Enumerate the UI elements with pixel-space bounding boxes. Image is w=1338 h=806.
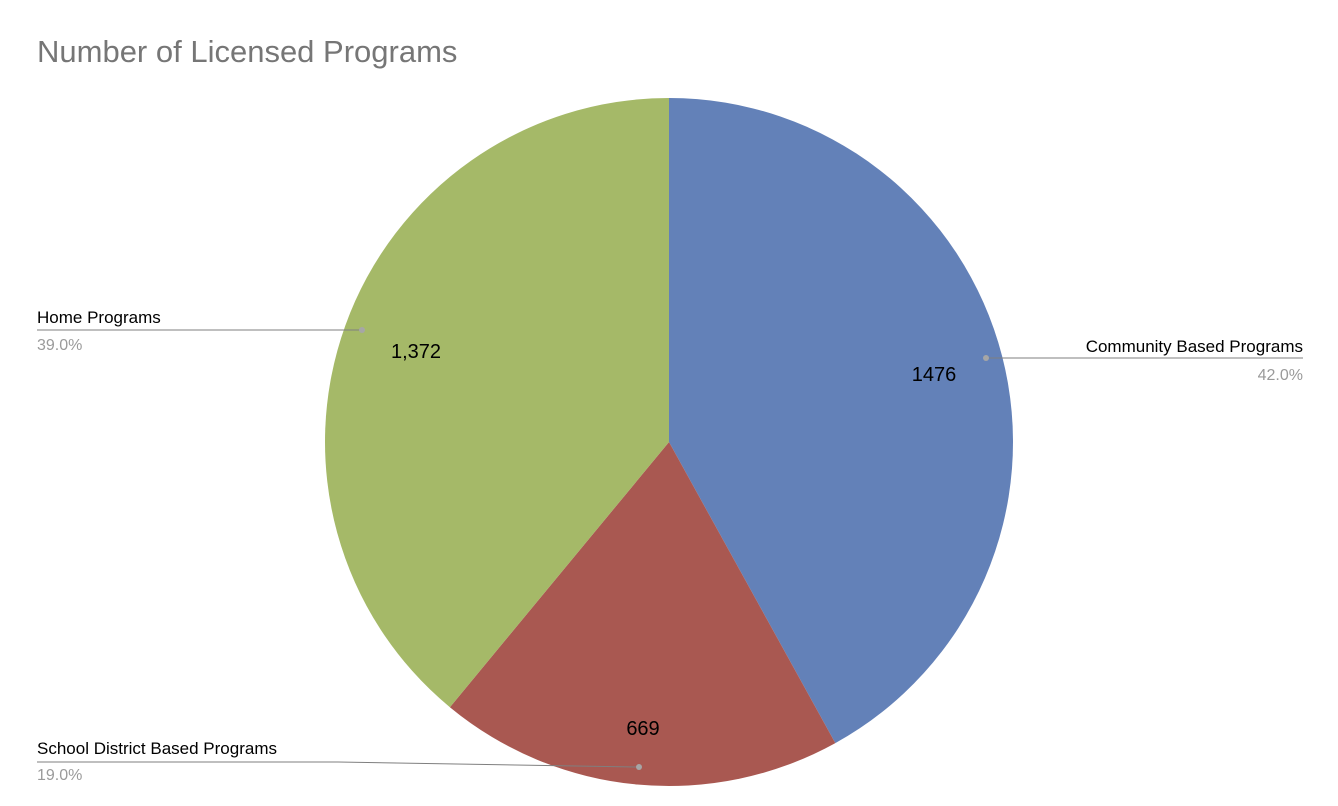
category-label-community: Community Based Programs bbox=[1086, 337, 1303, 356]
category-label-school: School District Based Programs bbox=[37, 739, 277, 758]
leader-dot-home bbox=[359, 327, 365, 333]
pie-slice-school bbox=[449, 442, 836, 787]
percent-label-community: 42.0% bbox=[1258, 367, 1303, 384]
pie-labels: 1476 Community Based Programs 42.0% 669 Scho… bbox=[37, 308, 1303, 784]
leader-line-school bbox=[37, 761, 640, 768]
data-label-school: 669 bbox=[626, 718, 659, 740]
chart-title: Number of Licensed Programs bbox=[37, 34, 457, 69]
leader-dot-community bbox=[983, 355, 989, 361]
pie-slices bbox=[325, 98, 1014, 787]
leader-dot-school bbox=[636, 764, 642, 770]
pie-slice-community bbox=[669, 98, 1014, 744]
category-label-home: Home Programs bbox=[37, 308, 161, 327]
data-label-community: 1476 bbox=[912, 364, 957, 386]
pie-slice-home bbox=[325, 98, 669, 708]
percent-label-home: 39.0% bbox=[37, 337, 82, 354]
percent-label-school: 19.0% bbox=[37, 767, 82, 784]
data-label-home: 1,372 bbox=[391, 341, 441, 363]
